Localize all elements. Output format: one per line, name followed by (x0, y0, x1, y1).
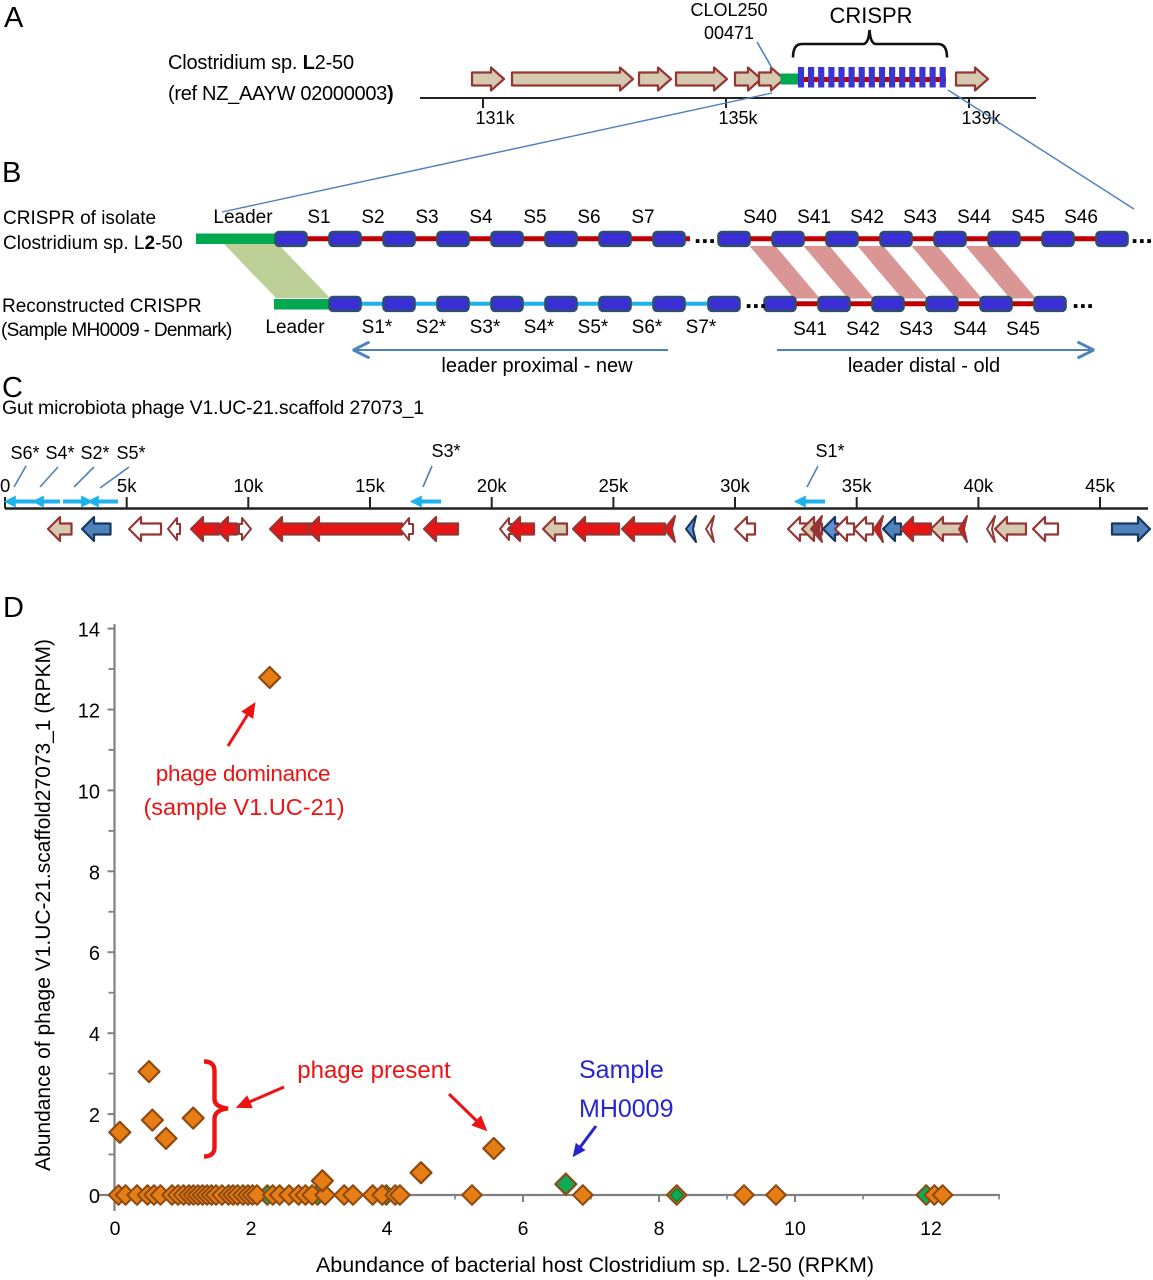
svg-text:...: ... (694, 219, 716, 249)
svg-text:4: 4 (89, 1024, 100, 1046)
svg-text:S1*: S1* (362, 317, 393, 338)
svg-text:Clostridium sp. L2-50: Clostridium sp. L2-50 (168, 52, 354, 74)
svg-text:S43: S43 (903, 207, 937, 228)
svg-text:(ref NZ_AAYW 02000003): (ref NZ_AAYW 02000003) (168, 83, 393, 105)
svg-text:(Sample MH0009 - Denmark): (Sample MH0009 - Denmark) (1, 320, 232, 341)
svg-text:S1*: S1* (815, 441, 844, 461)
svg-text:Leader: Leader (265, 317, 325, 338)
svg-text:S45: S45 (1011, 207, 1045, 228)
svg-text:(sample V1.UC-21): (sample V1.UC-21) (143, 794, 344, 820)
svg-text:phage present: phage present (297, 1057, 451, 1084)
svg-text:00471: 00471 (704, 23, 754, 43)
svg-text:14: 14 (78, 620, 100, 642)
svg-text:Reconstructed CRISPR: Reconstructed CRISPR (2, 296, 202, 317)
svg-text:Abundance of phage V1.UC-21.sc: Abundance of phage V1.UC-21.scaffold2707… (32, 639, 55, 1171)
svg-text:...: ... (745, 284, 767, 314)
svg-text:Leader: Leader (213, 207, 273, 228)
svg-text:S44: S44 (957, 207, 991, 228)
svg-text:CRISPR of isolate: CRISPR of isolate (3, 208, 156, 229)
svg-text:...: ... (1131, 219, 1153, 249)
svg-text:20k: 20k (477, 475, 508, 496)
svg-text:8: 8 (654, 1218, 665, 1240)
svg-text:phage dominance: phage dominance (156, 761, 330, 786)
svg-text:S6*: S6* (10, 443, 39, 463)
svg-text:135k: 135k (718, 108, 758, 128)
svg-text:S6: S6 (577, 207, 600, 228)
svg-text:B: B (2, 157, 21, 189)
svg-text:S6*: S6* (632, 317, 663, 338)
svg-text:S40: S40 (743, 207, 777, 228)
svg-text:0: 0 (0, 475, 10, 496)
svg-text:S46: S46 (1064, 207, 1098, 228)
svg-text:40k: 40k (963, 475, 994, 496)
svg-text:S44: S44 (953, 319, 987, 340)
svg-text:S1: S1 (307, 207, 330, 228)
svg-text:35k: 35k (842, 475, 873, 496)
svg-text:12: 12 (78, 701, 100, 723)
svg-text:0: 0 (89, 1186, 100, 1208)
svg-text:Sample: Sample (579, 1056, 664, 1084)
svg-text:45k: 45k (1085, 475, 1116, 496)
svg-text:0: 0 (110, 1218, 121, 1240)
svg-text:leader proximal - new: leader proximal - new (441, 355, 633, 377)
svg-text:4: 4 (382, 1218, 393, 1240)
svg-text:MH0009: MH0009 (579, 1095, 674, 1123)
svg-text:Gut microbiota phage V1.UC-21: Gut microbiota phage V1.UC-21.scaffold 2… (2, 397, 424, 419)
svg-text:12: 12 (920, 1218, 942, 1240)
svg-text:S7: S7 (631, 207, 654, 228)
svg-text:leader distal - old: leader distal - old (848, 355, 1000, 377)
svg-text:S7*: S7* (686, 317, 717, 338)
svg-text:A: A (4, 2, 24, 34)
svg-text:8: 8 (89, 862, 100, 884)
svg-text:Clostridium sp. L2-50: Clostridium sp. L2-50 (3, 233, 183, 254)
svg-text:S2*: S2* (416, 317, 447, 338)
svg-text:5k: 5k (117, 475, 137, 496)
svg-text:2: 2 (246, 1218, 257, 1240)
svg-text:10: 10 (784, 1218, 806, 1240)
svg-text:CLOL250: CLOL250 (690, 0, 767, 20)
svg-text:6: 6 (89, 943, 100, 965)
svg-text:2: 2 (89, 1105, 100, 1127)
svg-text:139k: 139k (961, 108, 1001, 128)
svg-text:S42: S42 (846, 319, 880, 340)
svg-text:S3*: S3* (470, 317, 501, 338)
svg-text:6: 6 (518, 1218, 529, 1240)
svg-text:S5*: S5* (116, 443, 145, 463)
svg-text:S2*: S2* (80, 443, 109, 463)
svg-text:S2: S2 (361, 207, 384, 228)
svg-text:10: 10 (78, 781, 100, 803)
svg-text:C: C (2, 372, 23, 404)
svg-text:25k: 25k (598, 475, 629, 496)
svg-text:S5*: S5* (578, 317, 609, 338)
svg-text:S4*: S4* (45, 443, 74, 463)
svg-text:CRISPR: CRISPR (829, 3, 912, 28)
svg-text:...: ... (1072, 284, 1094, 314)
svg-text:S4: S4 (469, 207, 493, 228)
svg-text:Abundance of bacterial host Cl: Abundance of bacterial host Clostridium … (316, 1253, 874, 1277)
svg-text:S4*: S4* (524, 317, 555, 338)
svg-text:30k: 30k (720, 475, 751, 496)
svg-text:S3*: S3* (431, 441, 460, 461)
svg-text:15k: 15k (355, 475, 386, 496)
svg-text:S3: S3 (415, 207, 438, 228)
svg-text:10k: 10k (233, 475, 264, 496)
svg-text:S45: S45 (1006, 319, 1040, 340)
svg-text:S43: S43 (899, 319, 933, 340)
svg-text:S42: S42 (850, 207, 884, 228)
svg-text:S5: S5 (523, 207, 546, 228)
svg-text:D: D (3, 592, 24, 624)
svg-text:S41: S41 (797, 207, 831, 228)
svg-text:S41: S41 (793, 319, 827, 340)
svg-text:131k: 131k (475, 108, 515, 128)
